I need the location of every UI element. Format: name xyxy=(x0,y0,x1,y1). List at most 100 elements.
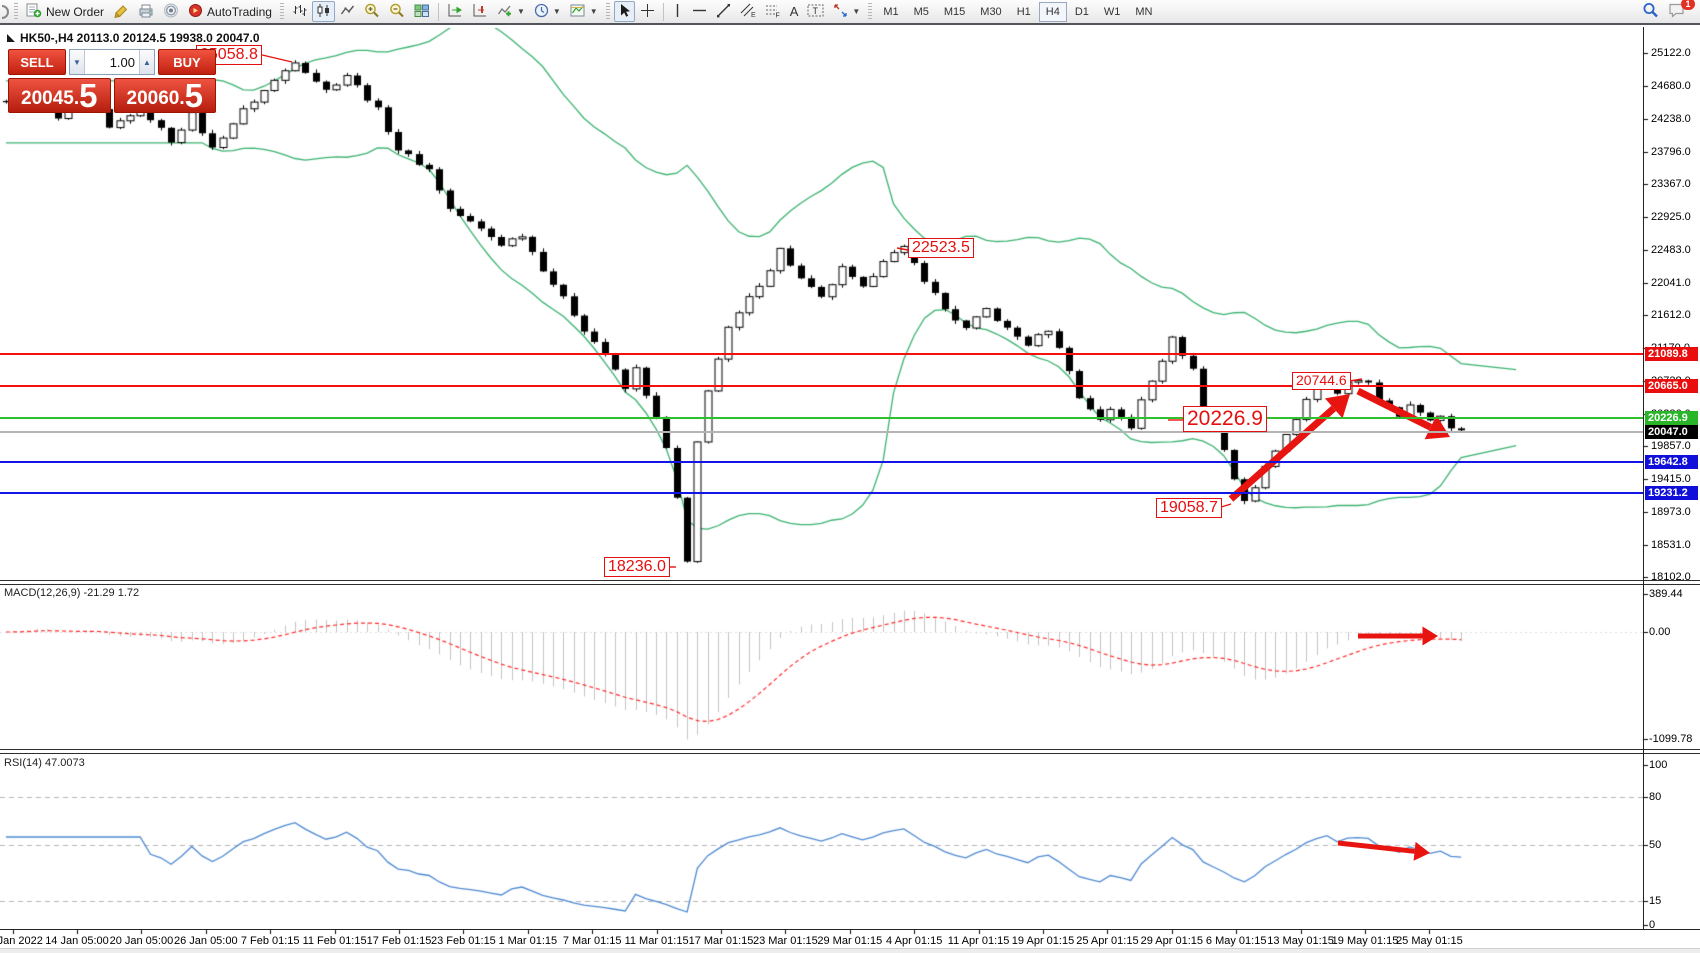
templates-button[interactable]: ▼ xyxy=(566,1,602,22)
price-axis-tick: 18973.0 xyxy=(1651,505,1691,518)
trendline-button[interactable] xyxy=(712,1,735,22)
search-button[interactable] xyxy=(1638,1,1663,22)
dropdown-arrow-icon: ▼ xyxy=(552,7,561,16)
chart-shift-button[interactable] xyxy=(468,1,492,22)
text-icon: A xyxy=(789,4,799,19)
timeframe-m15[interactable]: M15 xyxy=(937,2,972,22)
timeframe-d1[interactable]: D1 xyxy=(1068,2,1096,22)
horizontal-line-button[interactable] xyxy=(688,1,711,22)
swing-price-label[interactable]: 22523.5 xyxy=(908,238,974,258)
buy-price[interactable]: 20060. 5 xyxy=(113,78,216,113)
metaeditor-button[interactable] xyxy=(109,1,133,22)
timeframe-mn[interactable]: MN xyxy=(1128,2,1159,22)
price-axis-tick: 23796.0 xyxy=(1651,145,1691,158)
price-line-label: 19231.2 xyxy=(1645,485,1698,500)
lot-value[interactable]: 1.00 xyxy=(109,54,135,70)
lot-decrease-button[interactable]: ▼ xyxy=(70,50,85,74)
fibonacci-button[interactable]: F xyxy=(761,1,785,22)
swing-price-label[interactable]: 18236.0 xyxy=(604,557,670,577)
clock-icon xyxy=(534,3,549,21)
time-axis-label: 19 May 01:15 xyxy=(1331,935,1399,947)
lot-size-field: ▼ 1.00 ▲ xyxy=(69,49,155,75)
panel-splitter[interactable] xyxy=(0,580,1700,585)
rsi-axis-label: 80 xyxy=(1649,791,1662,803)
text-label-button[interactable]: T xyxy=(803,1,828,22)
periods-button[interactable]: ▼ xyxy=(530,1,565,22)
time-axis-label: 13 May 01:15 xyxy=(1267,935,1334,947)
cursor-button[interactable] xyxy=(613,1,635,22)
autotrading-button[interactable]: AutoTrading xyxy=(184,1,276,22)
dropdown-arrow-icon: ▼ xyxy=(852,7,861,16)
time-axis-label: 19 Apr 01:15 xyxy=(1011,935,1075,947)
channel-icon: E xyxy=(740,3,756,21)
timeframe-m30[interactable]: M30 xyxy=(973,2,1008,22)
new-order-button[interactable]: New Order xyxy=(22,1,108,22)
price-line-label: 20226.9 xyxy=(1645,411,1698,426)
time-axis-label: 11 Mar 01:15 xyxy=(624,935,689,947)
rsi-axis-label: 100 xyxy=(1649,759,1668,771)
one-click-trading-panel: SELL ▼ 1.00 ▲ BUY 20045. 5 20060. 5 xyxy=(8,49,216,113)
zoom-in-button[interactable] xyxy=(360,1,384,22)
auto-scroll-icon xyxy=(447,3,463,21)
timeframe-m5[interactable]: M5 xyxy=(907,2,936,22)
price-axis-tick: 22483.0 xyxy=(1651,243,1691,256)
price-line-label: 21089.8 xyxy=(1645,346,1698,361)
price-axis-tick: 19857.0 xyxy=(1651,440,1691,452)
indicators-button[interactable]: ▼ xyxy=(493,1,529,22)
macd-indicator-label: MACD(12,26,9) -21.29 1.72 xyxy=(4,587,140,599)
bottom-strip xyxy=(0,948,1700,953)
timeframe-h4[interactable]: H4 xyxy=(1038,1,1067,22)
rsi-indicator-label: RSI(14) 47.0073 xyxy=(4,757,85,769)
swing-price-label[interactable]: 19058.7 xyxy=(1156,498,1222,518)
vertical-line-button[interactable] xyxy=(668,1,687,22)
horizontal-line[interactable] xyxy=(0,460,1643,463)
sell-price[interactable]: 20045. 5 xyxy=(8,78,111,113)
candlestick-chart-button[interactable] xyxy=(311,1,335,22)
equidistant-channel-button[interactable]: E xyxy=(736,1,760,22)
auto-scroll-button[interactable] xyxy=(443,1,467,22)
horizontal-line[interactable] xyxy=(0,384,1643,387)
zoom-in-icon xyxy=(364,3,380,21)
printer-icon xyxy=(138,3,154,21)
horizontal-line[interactable] xyxy=(0,491,1643,494)
tile-windows-button[interactable] xyxy=(410,1,434,22)
swing-price-label[interactable]: 20226.9 xyxy=(1183,406,1267,432)
lot-increase-button[interactable]: ▲ xyxy=(139,50,154,74)
toolbar-separator xyxy=(662,2,664,21)
zoom-out-button[interactable] xyxy=(385,1,409,22)
svg-text:F: F xyxy=(775,12,779,18)
print-button[interactable] xyxy=(134,1,158,22)
swing-price-label[interactable]: 20744.6 xyxy=(1292,372,1351,390)
price-line-label: 20665.0 xyxy=(1645,378,1698,393)
add-indicator-icon xyxy=(497,3,513,21)
search-icon xyxy=(1642,2,1659,21)
bar-chart-icon xyxy=(292,3,307,21)
text-button[interactable]: A xyxy=(786,1,803,22)
time-axis-label: 17 Feb 01:15 xyxy=(366,935,432,947)
notifications-button[interactable]: 1 xyxy=(1664,0,1695,22)
bar-chart-button[interactable] xyxy=(288,1,311,22)
panel-splitter[interactable] xyxy=(0,749,1700,754)
buy-button[interactable]: BUY xyxy=(158,49,216,75)
line-chart-button[interactable] xyxy=(336,1,359,22)
sell-button[interactable]: SELL xyxy=(8,49,66,75)
arrows-tool-button[interactable]: ▼ xyxy=(829,1,864,22)
horizontal-line[interactable] xyxy=(0,352,1643,355)
price-line-label: 19642.8 xyxy=(1645,454,1698,469)
time-axis-label: 29 Apr 01:15 xyxy=(1140,935,1203,947)
toolbar-grip xyxy=(868,3,873,20)
timeframe-w1[interactable]: W1 xyxy=(1097,2,1128,22)
crosshair-button[interactable] xyxy=(636,1,659,22)
time-axis-label: 4 Apr 01:15 xyxy=(886,935,943,947)
chart-shift-icon xyxy=(472,3,488,21)
dropdown-arrow-icon: ▼ xyxy=(516,7,525,16)
svg-text:T: T xyxy=(813,6,819,16)
price-axis-tick: 18102.0 xyxy=(1651,571,1691,583)
timeframe-h1[interactable]: H1 xyxy=(1010,2,1038,22)
timeframe-m1[interactable]: M1 xyxy=(876,2,905,22)
signals-button[interactable] xyxy=(159,1,183,22)
horizontal-line[interactable] xyxy=(0,417,1643,420)
price-axis-tick: 22041.0 xyxy=(1651,276,1691,289)
